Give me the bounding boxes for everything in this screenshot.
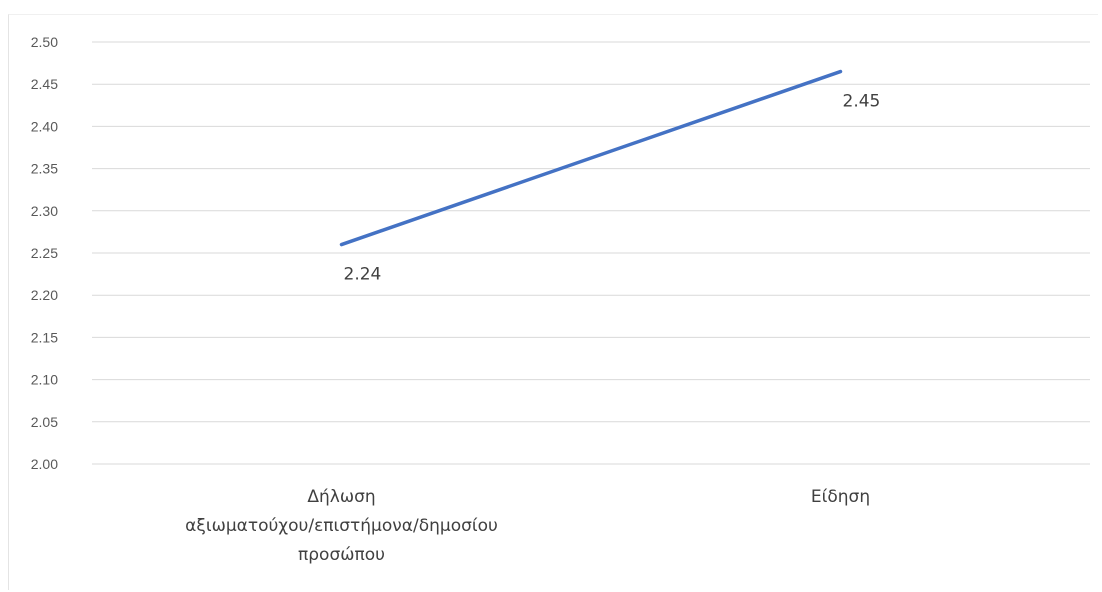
- x-category-label: Είδηση: [811, 487, 870, 507]
- data-label: 2.45: [843, 92, 881, 112]
- series-lines: [339, 69, 843, 247]
- y-tick-label: 2.50: [31, 34, 58, 50]
- y-tick-label: 2.00: [31, 456, 58, 472]
- gridlines: [92, 41, 1090, 465]
- y-tick-label: 2.10: [31, 372, 58, 388]
- y-tick-label: 2.25: [31, 245, 58, 261]
- y-tick-label: 2.40: [31, 118, 58, 134]
- x-category-label: προσώπου: [298, 545, 385, 565]
- x-category-label: αξιωματούχου/επιστήμονα/δημοσίου: [185, 516, 498, 536]
- y-tick-label: 2.35: [31, 161, 58, 177]
- chart-area: [8, 14, 1098, 590]
- x-axis-category-labels: Δήλωση αξιωματούχου/επιστήμονα/δημοσίου πρ…: [185, 487, 870, 565]
- y-tick-label: 2.45: [31, 76, 58, 92]
- series-line: [339, 69, 843, 247]
- y-tick-label: 2.20: [31, 287, 58, 303]
- y-tick-label: 2.30: [31, 203, 58, 219]
- y-tick-label: 2.15: [31, 329, 58, 345]
- y-axis-tick-labels: 2.00 2.05 2.10 2.15 2.20 2.25 2.30 2.35 2.40 2.45…: [31, 34, 58, 472]
- y-tick-label: 2.05: [31, 414, 58, 430]
- data-label: 2.24: [344, 265, 382, 285]
- x-category-label: Δήλωση: [307, 487, 375, 507]
- data-labels: 2.24 2.45: [344, 92, 881, 285]
